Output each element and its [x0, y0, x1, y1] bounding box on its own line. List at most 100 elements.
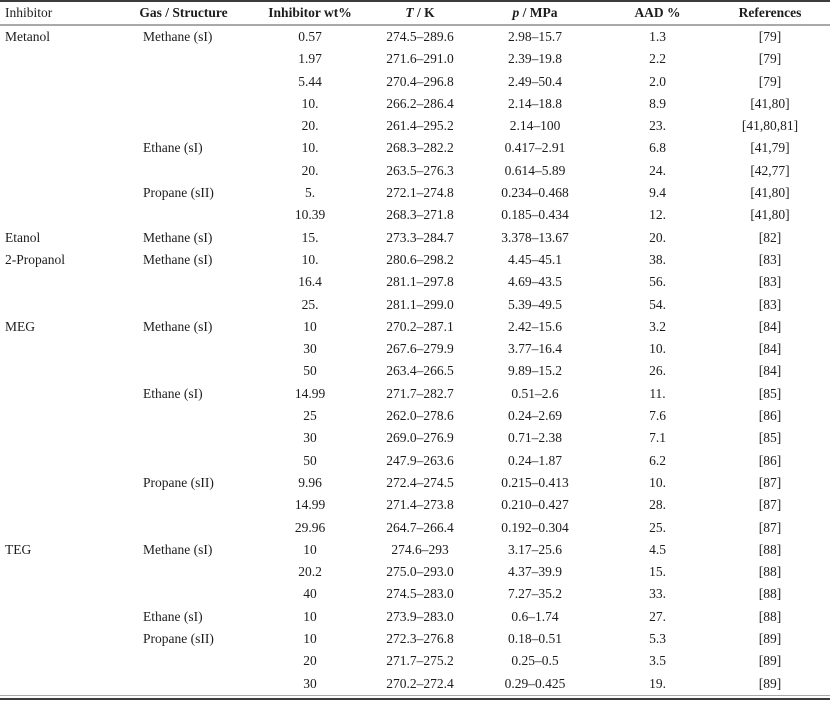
inhibitor-cell: [0, 472, 122, 494]
pressure-range-cell: 0.185–0.434: [501, 207, 569, 223]
inhibitor-wt-cell: 20.: [301, 162, 319, 178]
temperature-range-cell: 269.0–276.9: [386, 430, 454, 446]
pressure-symbol: p: [512, 5, 520, 20]
temperature-range-cell: 270.2–272.4: [386, 675, 454, 691]
table-row: Ethane (sI) 14.99 271.7–282.7 0.51–2.6 11. [8…: [0, 383, 830, 405]
table-row: TEG Methane (sI) 10 274.6–293 3.17–25.6 4.5 [8…: [0, 539, 830, 561]
reference-cell: [83]: [758, 296, 782, 312]
inhibitor-cell: [0, 160, 122, 182]
aad-cell: 6.8: [649, 140, 666, 156]
temperature-range-cell: 274.5–283.0: [386, 586, 454, 602]
gas-structure-cell: [122, 115, 245, 137]
col-header-references: References: [710, 2, 830, 26]
pressure-range-cell: 9.89–15.2: [508, 363, 562, 379]
gas-structure-cell: [122, 650, 245, 672]
inhibitor-wt-cell: 30: [303, 341, 317, 357]
reference-cell: [84]: [758, 363, 782, 379]
table-body: Metanol Methane (sI) 0.57 274.5–289.6 2.98–1…: [0, 25, 830, 695]
gas-structure-cell: [122, 160, 245, 182]
aad-cell: 4.5: [649, 541, 666, 557]
gas-structure-cell: [122, 71, 245, 93]
inhibitor-cell: [0, 427, 122, 449]
temperature-range-cell: 267.6–279.9: [386, 341, 454, 357]
gas-structure-cell: Methane (sI): [143, 251, 213, 267]
temperature-range-cell: 281.1–299.0: [386, 296, 454, 312]
gas-structure-cell: [122, 360, 245, 382]
gas-structure-cell: [122, 48, 245, 70]
pressure-range-cell: 7.27–35.2: [508, 586, 562, 602]
reference-cell: [87]: [758, 497, 782, 513]
inhibitor-cell: [0, 628, 122, 650]
gas-structure-cell: Ethane (sI): [143, 140, 203, 156]
pressure-range-cell: 3.378–13.67: [501, 229, 569, 245]
reference-cell: [42,77]: [750, 162, 790, 178]
reference-cell: [88]: [758, 541, 782, 557]
aad-cell: 12.: [649, 207, 666, 223]
reference-cell: [85]: [758, 430, 782, 446]
aad-cell: 7.6: [649, 408, 666, 424]
inhibitor-wt-cell: 5.44: [298, 73, 322, 89]
temperature-range-cell: 268.3–282.2: [386, 140, 454, 156]
gas-structure-cell: [122, 405, 245, 427]
table-row: Propane (sII) 9.96 272.4–274.5 0.215–0.413 1…: [0, 472, 830, 494]
reference-cell: [87]: [758, 519, 782, 535]
aad-cell: 7.1: [649, 430, 666, 446]
aad-cell: 24.: [649, 162, 666, 178]
inhibitor-cell: [0, 71, 122, 93]
temperature-range-cell: 271.6–291.0: [386, 51, 454, 67]
gas-structure-cell: [122, 583, 245, 605]
reference-cell: [89]: [758, 653, 782, 669]
table-row: Etanol Methane (sI) 15. 273.3–284.7 3.378–13…: [0, 227, 830, 249]
inhibitor-wt-cell: 14.99: [294, 497, 326, 513]
pressure-range-cell: 0.24–2.69: [508, 408, 562, 424]
pressure-range-cell: 2.14–18.8: [508, 95, 562, 111]
inhibitor-wt-cell: 16.4: [298, 274, 322, 290]
temperature-range-cell: 261.4–295.2: [386, 118, 454, 134]
gas-structure-cell: [122, 427, 245, 449]
table-row: 1.97 271.6–291.0 2.39–19.8 2.2 [79]: [0, 48, 830, 70]
inhibitor-wt-cell: 10.: [301, 95, 319, 111]
temperature-range-cell: 272.3–276.8: [386, 631, 454, 647]
aad-cell: 3.5: [649, 653, 666, 669]
pressure-range-cell: 0.51–2.6: [511, 385, 559, 401]
pressure-range-cell: 2.14–100: [509, 118, 561, 134]
inhibitor-wt-cell: 20.: [301, 118, 319, 134]
table-row: 50 263.4–266.5 9.89–15.2 26. [84]: [0, 360, 830, 382]
aad-cell: 19.: [649, 675, 666, 691]
gas-structure-cell: [122, 517, 245, 539]
reference-cell: [82]: [758, 229, 782, 245]
reference-cell: [88]: [758, 608, 782, 624]
inhibitor-cell: [0, 294, 122, 316]
inhibitor-wt-cell: 40: [303, 586, 317, 602]
inhibitor-wt-cell: 5.: [304, 185, 316, 201]
table-row: 5.44 270.4–296.8 2.49–50.4 2.0 [79]: [0, 71, 830, 93]
table-row: 50 247.9–263.6 0.24–1.87 6.2 [86]: [0, 450, 830, 472]
inhibitor-cell: [0, 93, 122, 115]
reference-cell: [87]: [758, 474, 782, 490]
inhibitor-cell: [0, 450, 122, 472]
inhibitor-cell: [0, 673, 122, 696]
inhibitor-cell: [0, 494, 122, 516]
reference-cell: [88]: [758, 564, 782, 580]
pressure-range-cell: 5.39–49.5: [508, 296, 562, 312]
table-row: 20. 263.5–276.3 0.614–5.89 24. [42,77]: [0, 160, 830, 182]
inhibitor-wt-cell: 10.: [301, 251, 319, 267]
pressure-range-cell: 0.215–0.413: [501, 474, 569, 490]
aad-cell: 54.: [649, 296, 666, 312]
temperature-range-cell: 247.9–263.6: [386, 452, 454, 468]
aad-cell: 56.: [649, 274, 666, 290]
table-row: 40 274.5–283.0 7.27–35.2 33. [88]: [0, 583, 830, 605]
table-row: Metanol Methane (sI) 0.57 274.5–289.6 2.98–1…: [0, 25, 830, 48]
inhibitor-wt-cell: 9.96: [298, 474, 322, 490]
pressure-range-cell: 0.234–0.468: [501, 185, 569, 201]
temperature-range-cell: 274.5–289.6: [386, 29, 454, 44]
pressure-range-cell: 0.417–2.91: [504, 140, 566, 156]
col-header-temperature: T / K: [375, 2, 465, 26]
inhibitor-wt-cell: 30: [303, 675, 317, 691]
pressure-range-cell: 0.24–1.87: [508, 452, 562, 468]
pressure-range-cell: 0.192–0.304: [501, 519, 569, 535]
aad-cell: 6.2: [649, 452, 666, 468]
temperature-range-cell: 263.4–266.5: [386, 363, 454, 379]
temperature-range-cell: 273.9–283.0: [386, 608, 454, 624]
reference-cell: [41,80,81]: [741, 118, 799, 134]
